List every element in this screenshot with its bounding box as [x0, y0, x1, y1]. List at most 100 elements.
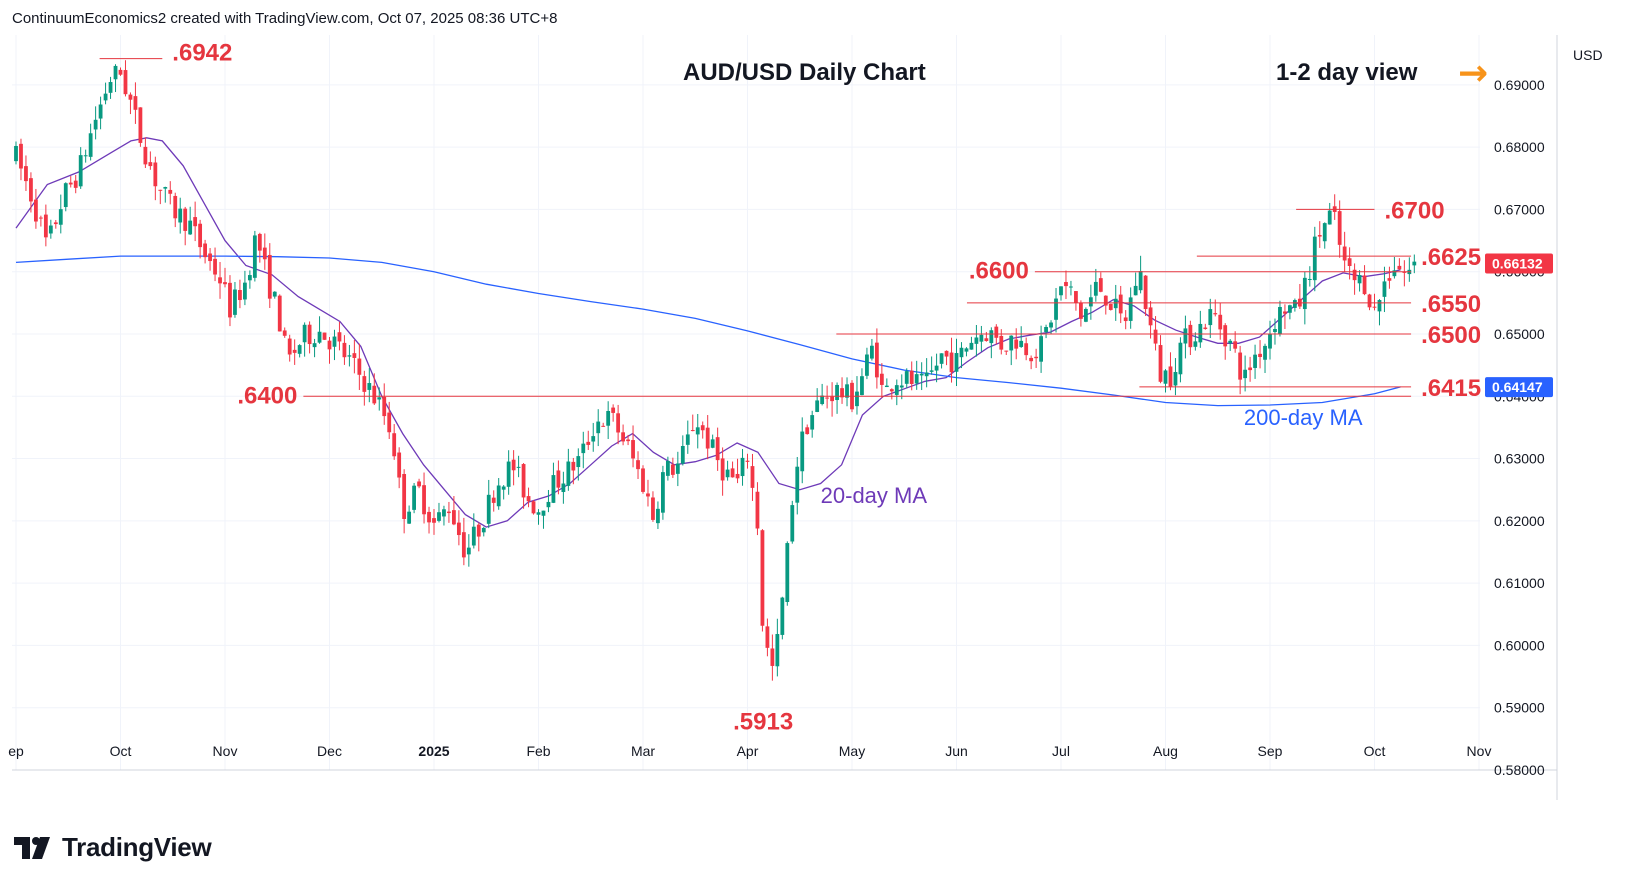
candle-body [939, 353, 944, 364]
candle-body [1392, 270, 1397, 277]
candle-body [118, 69, 123, 75]
candle-body [884, 385, 889, 388]
candle-body [1362, 275, 1367, 295]
candle-body [611, 407, 616, 413]
x-tick-label: May [839, 743, 865, 759]
candle-body [675, 463, 680, 474]
candle-body [685, 434, 690, 445]
candle-body [163, 187, 168, 189]
candle-body [1243, 369, 1248, 379]
candle-body [1163, 370, 1168, 384]
candle-body [1103, 295, 1108, 306]
candle-body [820, 395, 825, 405]
currency-label[interactable]: USD [1573, 47, 1603, 63]
candle-body [606, 410, 611, 426]
x-tick-label: Nov [1467, 743, 1492, 759]
candle-body [1188, 324, 1193, 348]
candle-body [317, 331, 322, 343]
candle-body [327, 340, 332, 350]
candle-body [1238, 352, 1243, 380]
candle-body [1069, 286, 1073, 288]
candle-body [1372, 306, 1377, 308]
candle-body [193, 217, 198, 227]
candle-body [690, 430, 695, 432]
candle-body [1228, 340, 1233, 344]
candle-body [491, 497, 496, 503]
candle-body [1098, 278, 1103, 292]
candle-body [646, 493, 650, 497]
candle-body [670, 464, 675, 475]
candle-body [476, 524, 481, 537]
candle-body [665, 460, 670, 476]
candle-body [138, 107, 143, 143]
tradingview-logo[interactable]: TradingView [14, 832, 212, 863]
candle-body [347, 355, 352, 357]
price-badge-label: 0.66132 [1492, 255, 1543, 271]
candle-body [845, 384, 849, 398]
arrow-right-icon: → [1458, 53, 1488, 94]
candle-body [501, 486, 506, 490]
candle-body [188, 220, 193, 235]
candle-body [1302, 277, 1307, 310]
candle-body [536, 512, 541, 515]
candle-body [899, 385, 904, 388]
candle-body [546, 501, 551, 508]
candle-body [83, 155, 88, 157]
candle-body [133, 96, 138, 110]
candle-body [78, 155, 83, 187]
candle-body [964, 348, 969, 352]
support-resistance-levels: .6942 .6700 .6625 .6600 .6550 .6500 .6415 .6400 [99, 40, 1481, 409]
candle-body [1387, 278, 1392, 281]
candle-body [223, 282, 227, 285]
x-tick-label: Feb [526, 743, 550, 759]
candle-body [770, 648, 775, 666]
level-label: .6400 [237, 382, 297, 409]
candle-body [103, 93, 108, 101]
candle-body [402, 474, 407, 519]
candle-body [1128, 297, 1133, 321]
candle-body [800, 431, 805, 472]
candle-body [989, 330, 994, 344]
candle-body [432, 518, 436, 523]
x-tick-label: Sep [1258, 743, 1283, 759]
candle-body [1402, 271, 1407, 273]
low-label: .5913 [733, 709, 793, 736]
candle-body [1123, 317, 1128, 322]
candle-body [730, 468, 735, 478]
ma-label: 200-day MA [1244, 405, 1363, 430]
candle-body [392, 433, 397, 457]
time-axis[interactable]: ep Oct Nov Dec 2025 Feb Mar Apr May Jun Jul Aug Sep O… [8, 743, 1491, 759]
candle-body [924, 372, 929, 377]
candle-body [312, 343, 317, 348]
candle-body [934, 365, 939, 371]
candle-body [656, 508, 660, 524]
candle-body [1233, 341, 1238, 349]
candle-body [874, 342, 879, 378]
candle-body [551, 475, 556, 503]
candle-body [108, 82, 113, 93]
tradingview-logo-icon [14, 836, 50, 859]
candle-body [98, 104, 103, 119]
candle-body [1223, 325, 1228, 347]
candle-body [870, 345, 874, 359]
candle-body [521, 464, 526, 498]
price-axis[interactable]: 0.690000.680000.670000.660000.650000.640… [1494, 77, 1545, 778]
candle-body [1158, 345, 1163, 382]
candle-body [1253, 354, 1257, 368]
candle-body [815, 400, 820, 412]
candle-body [442, 509, 446, 517]
candle-body [1342, 246, 1347, 261]
candle-body [1049, 322, 1053, 328]
candle-body [1029, 357, 1034, 362]
candle-body [486, 494, 491, 524]
candle-body [48, 225, 53, 234]
candle-body [447, 511, 451, 514]
moving-averages [15, 137, 1401, 528]
candle-body [38, 217, 43, 219]
level-label: .6550 [1421, 291, 1481, 318]
candle-body [561, 483, 566, 493]
candle-body [143, 146, 148, 165]
candle-body [596, 421, 601, 434]
candle-body [1352, 269, 1357, 281]
